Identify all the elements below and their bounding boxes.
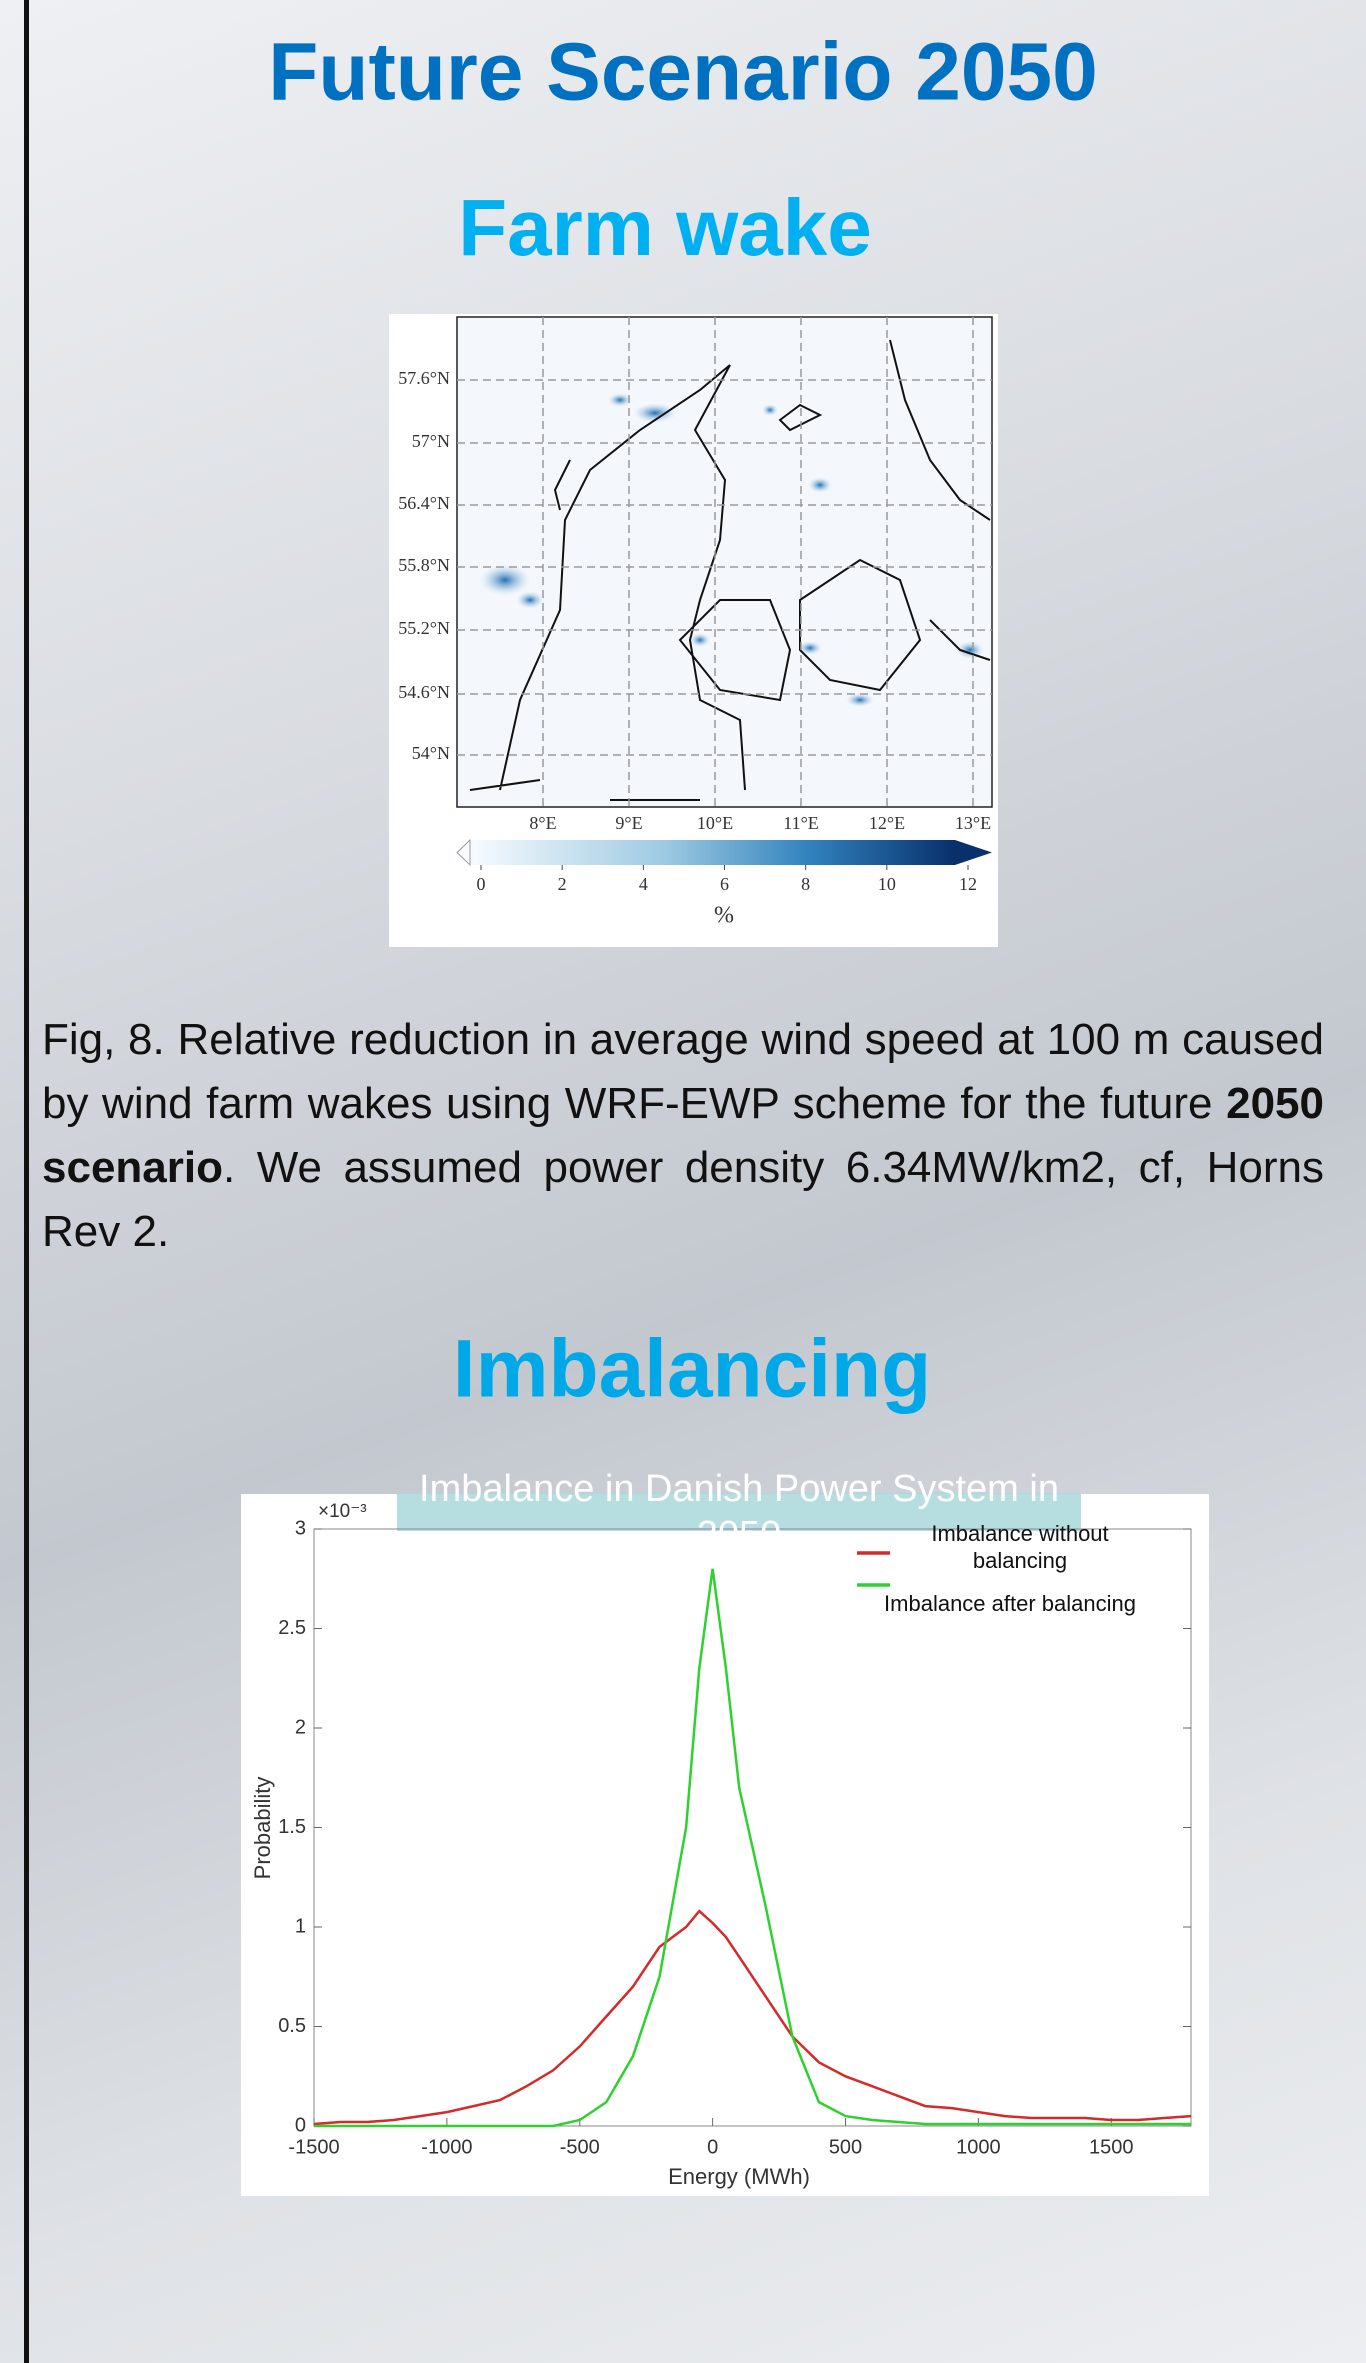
x-tick-label: 500 [829, 2136, 862, 2158]
colorbar-arrow [456, 838, 471, 867]
title-band [397, 1493, 1081, 1531]
lat-label: 57°N [412, 431, 450, 451]
lat-label: 57.6°N [398, 368, 450, 388]
y-tick-label: 2.5 [278, 1617, 306, 1639]
y-tick-label: 1 [295, 1915, 306, 1937]
x-tick-label: 0 [707, 2136, 718, 2158]
x-tick-label: 1000 [956, 2136, 1001, 2158]
lat-label: 56.4°N [398, 493, 450, 513]
colorbar-tick-label: 2 [558, 874, 567, 894]
lat-label: 55.2°N [398, 618, 450, 638]
figure-caption: Fig, 8. Relative reduction in average wi… [42, 1008, 1324, 1264]
x-tick-label: -500 [560, 2136, 600, 2158]
colorbar-tick-label: 10 [878, 874, 896, 894]
y-tick-label: 0.5 [278, 2015, 306, 2037]
legend-label: Imbalance without balancing [931, 1521, 1109, 1573]
wake-blobs [479, 393, 984, 707]
section-heading: Imbalancing [453, 1324, 931, 1415]
lon-label: 12°E [869, 813, 905, 833]
coastline [469, 339, 991, 801]
y-axis-label: Probability [250, 1777, 275, 1880]
colorbar-tick-label: 6 [720, 874, 729, 894]
lat-label: 55.8°N [398, 555, 450, 575]
chart: 0 0.5 1 1.5 2 2.5 3 -1500 -1000 -500 0 500 1000 1500 E… [250, 1501, 1192, 2189]
colorbar [470, 840, 955, 865]
legend-label: Imbalance after balancing [884, 1591, 1136, 1616]
x-tick-label: -1500 [288, 2136, 339, 2158]
colorbar-tick-label: 0 [477, 874, 486, 894]
lon-label: 10°E [697, 813, 733, 833]
series-line [314, 1568, 1191, 2128]
caption-text: Fig, 8. Relative reduction in average wi… [42, 1015, 1324, 1128]
section-heading: Farm wake [458, 183, 872, 272]
lon-label: 11°E [783, 813, 819, 833]
lon-label: 13°E [955, 813, 991, 833]
y-multiplier: ×10⁻³ [318, 1501, 367, 1522]
map-area [456, 316, 993, 808]
caption-text: . We assumed power density 6.34MW/km2, c… [42, 1143, 1324, 1256]
caption-bold: 2050 scenario [42, 1079, 1324, 1192]
y-tick-label: 1.5 [278, 1816, 306, 1838]
page-title: Future Scenario 2050 [268, 27, 1097, 118]
y-tick-label: 0 [295, 2114, 306, 2136]
lat-label: 54°N [412, 743, 450, 763]
lat-label: 54.6°N [398, 682, 450, 702]
y-tick-label: 2 [295, 1716, 306, 1738]
colorbar-arrow [955, 840, 992, 865]
colorbar-tick-label: 8 [801, 874, 810, 894]
map-labels: 57.6°N 57°N 56.4°N 55.8°N 55.2°N 54.6°N 54°N 8°… [398, 317, 992, 894]
y-tick-label: 3 [295, 1517, 306, 1539]
colorbar-tick-label: 12 [959, 874, 977, 894]
chart-title: Imbalance in Danish Power System in 2050 [419, 1468, 1059, 1556]
x-axis-label: Energy (MWh) [668, 2164, 810, 2189]
lon-label: 8°E [529, 813, 556, 833]
x-tick-label: 1500 [1089, 2136, 1134, 2158]
x-tick-label: -1000 [421, 2136, 472, 2158]
series-line [313, 1909, 1192, 2126]
colorbar-label: % [714, 903, 734, 929]
colorbar-tick-label: 4 [639, 874, 648, 894]
chart-panel [241, 1494, 1209, 2196]
left-rule [24, 0, 29, 2363]
lon-label: 9°E [615, 813, 642, 833]
